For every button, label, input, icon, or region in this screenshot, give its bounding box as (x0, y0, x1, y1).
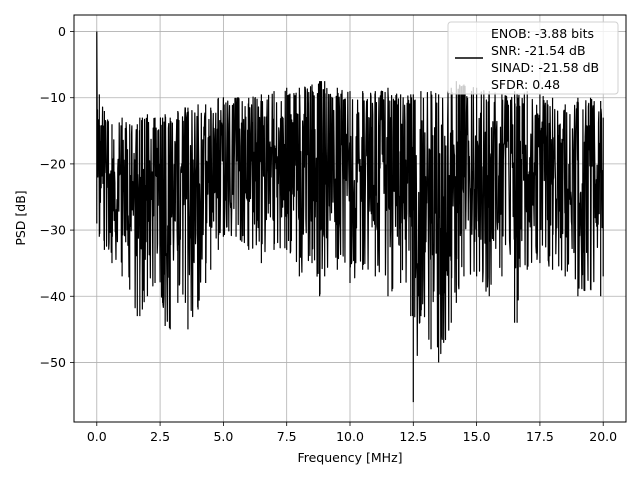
y-axis-label: PSD [dB] (13, 190, 28, 245)
x-tick-label: 17.5 (526, 429, 554, 444)
x-tick-label: 10.0 (336, 429, 364, 444)
x-tick-label: 2.5 (150, 429, 170, 444)
legend-box (447, 21, 619, 95)
legend-sfdr: SFDR: 0.48 (491, 77, 560, 92)
legend-sinad: SINAD: -21.58 dB (491, 60, 599, 75)
y-tick-label: −10 (40, 90, 66, 105)
x-tick-label: 7.5 (277, 429, 297, 444)
x-tick-label: 12.5 (399, 429, 427, 444)
x-tick-label: 15.0 (463, 429, 491, 444)
legend: ENOB: -3.88 bits SNR: -21.54 dB SINAD: -… (447, 21, 619, 95)
x-tick-label: 20.0 (589, 429, 617, 444)
legend-snr: SNR: -21.54 dB (491, 43, 586, 58)
x-tick-label: 5.0 (213, 429, 233, 444)
x-axis: 0.0 2.5 5.0 7.5 10.0 12.5 15.0 17.5 20.0 (87, 422, 617, 444)
y-tick-label: −30 (40, 223, 66, 238)
series-layer (96, 31, 604, 403)
x-axis-label: Frequency [MHz] (297, 450, 402, 465)
y-axis: 0 −10 −20 −30 −40 −50 (40, 24, 74, 370)
x-tick-label: 0.0 (87, 429, 107, 444)
y-tick-label: 0 (58, 24, 66, 39)
y-tick-label: −40 (40, 289, 66, 304)
psd-series-line (96, 31, 604, 403)
legend-enob: ENOB: -3.88 bits (491, 26, 594, 41)
y-tick-label: −50 (40, 355, 66, 370)
y-tick-label: −20 (40, 156, 66, 171)
